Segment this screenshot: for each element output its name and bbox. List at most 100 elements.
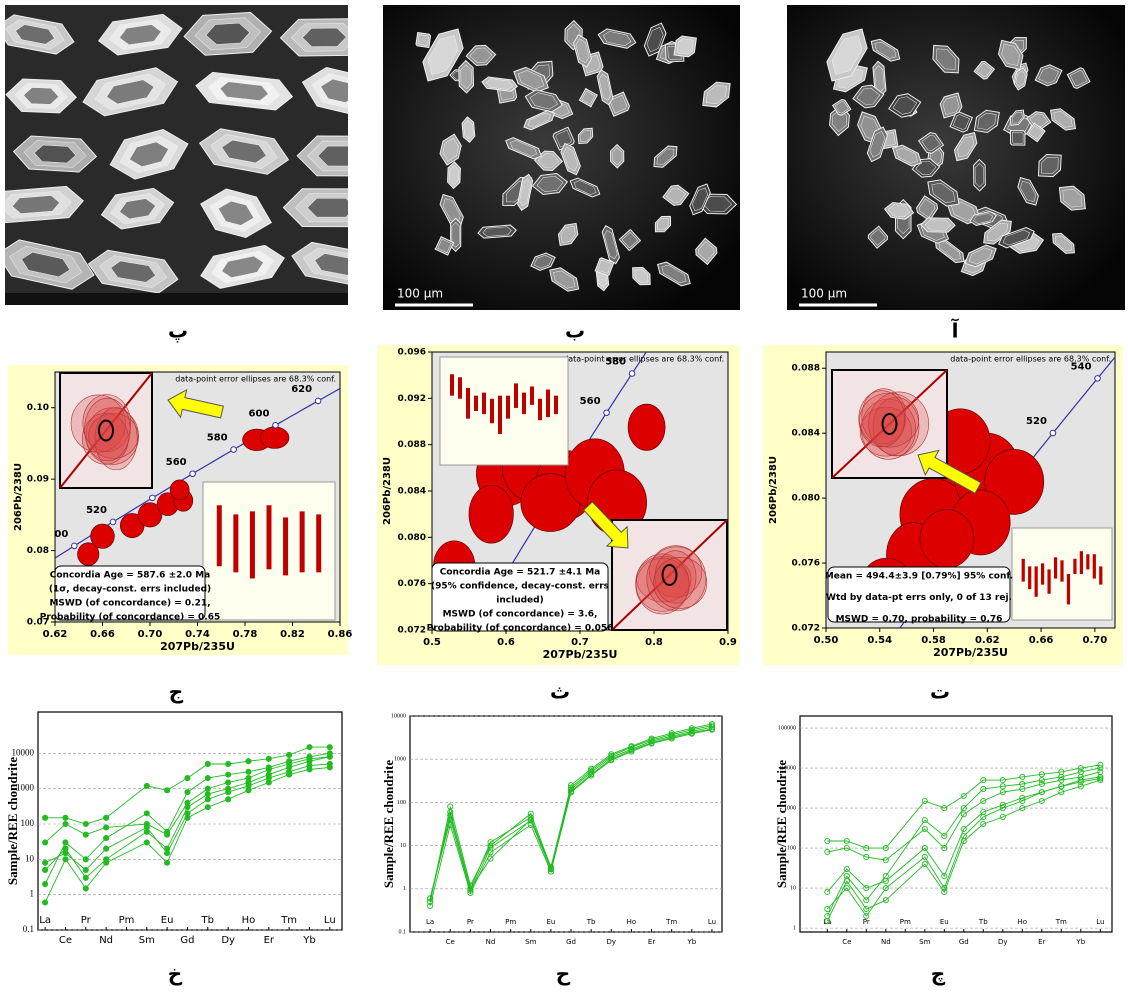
crystal [1001,43,1021,67]
data-point [921,825,928,833]
arrow [917,449,982,494]
x-tick-label: 0.54 [867,635,892,646]
data-point [286,751,293,759]
series-line [44,756,330,879]
age-bar [1092,554,1096,579]
data-point [824,918,831,925]
x-axis-label: 207Pb/235U [160,640,235,653]
crystal [1002,229,1031,246]
x-tick-label: La [39,915,51,926]
crystal [486,78,514,90]
data-point [225,789,232,796]
data-point [1019,794,1026,801]
zoom-ellipse [859,392,920,448]
error-ellipse [90,523,115,549]
error-ellipse [919,509,975,569]
series-line [827,764,1101,849]
data-point [225,796,232,803]
crystal [977,112,997,130]
info-line: Wtd by data-pt errs only, 0 of 13 rej. [826,593,1012,603]
x-tick-label: 0.7 [571,637,589,648]
data-point [184,774,191,782]
data-point [941,832,948,840]
data-point [608,756,615,763]
crystal [938,241,961,260]
info-line: included) [496,596,543,606]
crystal [634,269,649,283]
crystal [21,251,71,278]
data-point [326,744,333,751]
zoom-ellipse [82,413,129,465]
data-point [708,722,715,729]
crystal [442,137,459,162]
data-point [1038,789,1045,796]
zoom-mean [661,564,678,586]
x-tick-label: Pm [505,918,516,926]
x-tick-label: 0.78 [233,629,258,640]
info-box [827,566,1011,623]
x-tick-label: Pm [900,918,911,926]
data-point [427,902,434,910]
crystal [892,96,918,115]
crystal [661,264,687,284]
crystal [553,270,576,289]
crystal [560,225,576,243]
x-tick-label: Eu [546,918,555,926]
x-axis-label: 207Pb/235U [543,648,618,661]
crystal [317,145,348,167]
error-ellipse [137,502,163,528]
data-point [42,880,49,888]
crystal [705,84,727,105]
x-tick-label: Sm [139,935,155,946]
crystal [427,35,459,75]
age-marker [109,518,117,526]
x-tick-label: Ce [446,938,455,946]
data-point [1019,773,1026,780]
data-point [941,885,948,892]
y-axis-label: 206Pb/238U [382,457,393,525]
concordia-curve [471,352,648,630]
crystal [621,232,639,248]
crystal [509,140,538,157]
data-point [487,849,494,856]
age-bar [554,395,558,415]
x-tick-label: Dy [221,935,235,946]
crystal [302,27,347,47]
age-bar [316,514,322,573]
x-tick-label: Tm [1055,918,1067,926]
data-point [204,760,211,768]
crystal [1020,180,1037,203]
data-point [42,814,49,821]
crystal [15,24,55,45]
x-tick-label: 0.70 [1082,635,1107,646]
crystal [698,241,715,262]
panel-letter: ج [169,680,184,704]
x-tick-label: Ho [242,915,256,926]
age-bar [1073,558,1077,574]
crystal [1041,157,1059,175]
data-point [1077,777,1084,784]
info-line: Mean = 494.4±3.9 [0.79%] 95% conf. [825,572,1013,582]
data-point [1038,777,1045,784]
x-tick-label: Nd [486,938,496,946]
arrow [582,501,629,549]
age-bar [490,398,494,424]
y-tick-label: 100 [787,845,796,851]
data-point [1058,789,1065,796]
series-line [826,778,1101,917]
age-bar [498,395,502,434]
y-tick-label: 0.080 [792,494,820,504]
panel-letter: ح [556,962,571,986]
data-point [164,828,171,835]
data-point [1019,797,1026,805]
data-point [608,752,615,759]
data-point [265,755,272,762]
y-tick-label: 0.072 [398,626,426,636]
x-tick-label: Nd [881,938,891,946]
crystal [702,196,732,212]
data-point [204,785,211,792]
x-tick-label: Nd [99,935,113,946]
age-marker [603,409,610,417]
age-marker [230,446,237,453]
